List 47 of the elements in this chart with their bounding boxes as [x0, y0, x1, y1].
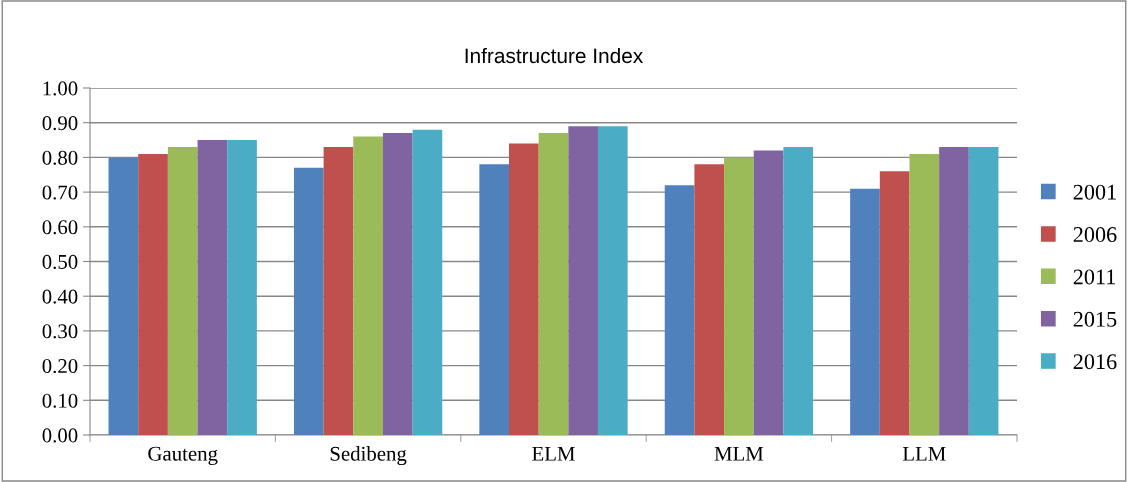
bar — [353, 136, 383, 435]
bar — [509, 143, 539, 435]
x-tick-label: Gauteng — [148, 446, 218, 465]
bar — [568, 126, 598, 435]
bar — [197, 140, 228, 435]
bar — [108, 157, 139, 435]
bar — [167, 146, 198, 435]
bar — [939, 146, 969, 435]
bar — [293, 167, 324, 435]
y-tick-label: 0.10 — [42, 393, 78, 408]
bar — [382, 133, 413, 435]
x-tick-label: ELM — [532, 446, 575, 461]
bar — [598, 126, 628, 435]
bar — [538, 133, 569, 435]
bar — [968, 146, 999, 435]
x-tick-label: MLM — [714, 446, 764, 461]
bar — [412, 129, 443, 435]
bar — [227, 140, 257, 435]
y-tick-label: 0.00 — [42, 428, 78, 443]
y-tick-label: 1.00 — [43, 81, 78, 96]
bar — [479, 164, 509, 435]
y-tick-label: 0.30 — [42, 324, 78, 339]
legend-label: 2001 — [1073, 184, 1116, 200]
x-tick-label: Sedibeng — [330, 446, 407, 466]
legend-label: 2011 — [1073, 269, 1116, 285]
bar — [879, 171, 910, 435]
bar — [664, 185, 695, 435]
bar — [753, 150, 784, 435]
legend-label: 2015 — [1073, 311, 1117, 327]
bar — [909, 153, 940, 435]
x-tick-label: LLM — [902, 446, 946, 461]
y-tick-label: 0.70 — [42, 185, 78, 200]
bar — [724, 157, 754, 435]
bar — [694, 164, 725, 435]
bar — [783, 146, 814, 435]
bar — [323, 146, 354, 435]
legend-label: 2006 — [1073, 227, 1117, 243]
legend-label: 2016 — [1073, 354, 1117, 370]
y-tick-label: 0.20 — [42, 358, 78, 374]
y-tick-label: 0.50 — [42, 254, 78, 270]
y-tick-label: 0.80 — [42, 150, 78, 165]
y-tick-label: 0.40 — [42, 289, 78, 304]
y-tick-label: 0.90 — [42, 116, 78, 131]
bar — [138, 153, 168, 435]
y-tick-label: 0.60 — [42, 220, 78, 235]
bar — [850, 188, 880, 435]
chart-title: Infrastructure Index — [465, 47, 644, 64]
